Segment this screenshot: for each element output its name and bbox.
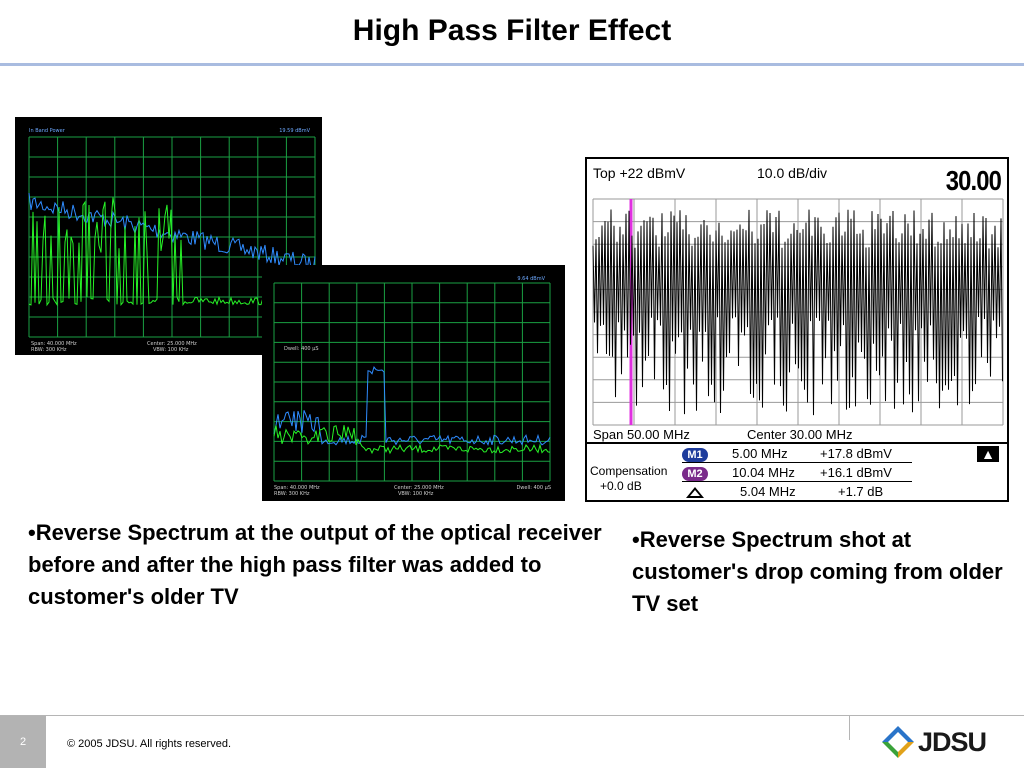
- spectrum-after-footer-center-2: VBW: 100 KHz: [398, 491, 434, 497]
- title-underline: [0, 63, 1024, 66]
- jdsu-logo-text: JDSU: [918, 727, 987, 757]
- up-arrow-icon[interactable]: ▲: [977, 446, 999, 462]
- marker-divider-2: [682, 481, 912, 482]
- field-meter-screenshot: Top +22 dBmV 10.0 dB/div 30.00 Span 50.0…: [585, 157, 1009, 502]
- spectrum-after-grid: [273, 282, 551, 482]
- spectrum-after-footer-center-1: Center: 25.000 MHz: [394, 485, 444, 491]
- spectrum-after-green-trace: [273, 425, 551, 455]
- spectrum-before-footer-right: Dwell: 400 µS: [284, 346, 319, 352]
- marker-2-level: +16.1 dBmV: [820, 465, 892, 480]
- spectrum-before-footer-center-1: Center: 25.000 MHz: [147, 341, 197, 347]
- meter-scale: 10.0 dB/div: [757, 165, 828, 181]
- spectrum-before-header-left: In Band Power: [29, 128, 65, 134]
- meter-compensation: Compensation +0.0 dB: [590, 464, 667, 494]
- spectrum-before-footer-left-2: RBW: 300 KHz: [31, 347, 67, 353]
- copyright: © 2005 JDSU. All rights reserved.: [67, 738, 232, 750]
- spectrum-before-header-right: 19.59 dBmV: [279, 128, 310, 134]
- meter-trace: [592, 209, 1003, 416]
- spectrum-after-plot: [273, 282, 551, 482]
- marker-divider-1: [682, 462, 912, 463]
- delta-icon: [686, 487, 704, 498]
- compensation-value: +0.0 dB: [600, 479, 642, 493]
- slide-title: High Pass Filter Effect: [352, 14, 672, 47]
- marker-1-level: +17.8 dBmV: [820, 446, 892, 461]
- marker-1-freq: 5.00 MHz: [732, 446, 788, 461]
- marker-row-delta: 5.04 MHz +1.7 dB: [682, 484, 912, 502]
- footer-divider: [849, 716, 850, 740]
- jdsu-logo-icon: [882, 726, 914, 758]
- page-number: 2: [0, 716, 46, 768]
- marker-2-freq: 10.04 MHz: [732, 465, 795, 480]
- meter-separator: [587, 442, 1007, 444]
- delta-freq: 5.04 MHz: [740, 484, 796, 499]
- bullet-right: •Reverse Spectrum shot at customer's dro…: [632, 527, 1003, 616]
- meter-big-value: 30.00: [945, 165, 1002, 196]
- spectrum-before-footer-left-1: Span: 40.000 MHz: [31, 341, 77, 347]
- spectrum-after-footer-left-2: RBW: 300 KHz: [274, 491, 310, 497]
- marker-row-2: M2 10.04 MHz +16.1 dBmV: [682, 465, 912, 483]
- meter-center: Center 30.00 MHz: [747, 427, 853, 442]
- spectrum-after-screenshot: 9.64 dBmV Span: 40.000 MHz RBW: 300 KHz …: [262, 265, 565, 501]
- meter-span: Span 50.00 MHz: [593, 427, 690, 442]
- marker-2-badge: M2: [682, 467, 708, 481]
- meter-spectrum-plot: [592, 198, 1004, 426]
- marker-1-badge: M1: [682, 448, 708, 462]
- spectrum-before-footer-center-2: VBW: 100 KHz: [153, 347, 189, 353]
- jdsu-logo: JDSU: [880, 722, 990, 762]
- spectrum-after-footer-right: Dwell: 400 µS: [516, 485, 551, 491]
- spectrum-after-header-right: 9.64 dBmV: [517, 276, 545, 282]
- spectrum-after-footer-left-1: Span: 40.000 MHz: [274, 485, 320, 491]
- compensation-label: Compensation: [590, 464, 668, 478]
- delta-level: +1.7 dB: [838, 484, 884, 499]
- bullet-left: •Reverse Spectrum at the output of the o…: [28, 520, 602, 609]
- marker-row-1: M1 5.00 MHz +17.8 dBmV: [682, 446, 912, 464]
- footer-rule: [0, 715, 1024, 716]
- meter-top-level: Top +22 dBmV: [593, 165, 686, 181]
